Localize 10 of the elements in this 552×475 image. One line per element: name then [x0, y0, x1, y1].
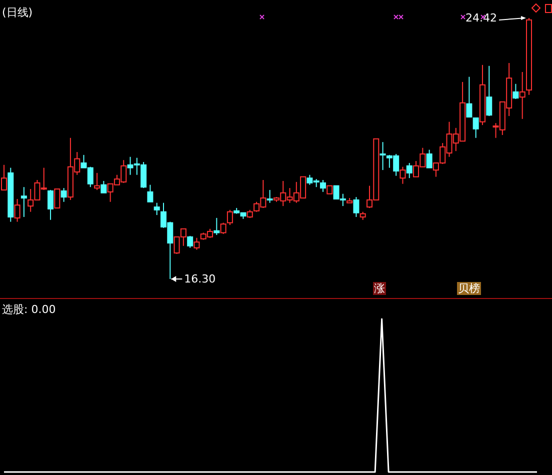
candlestick [380, 142, 386, 171]
candlestick [14, 198, 20, 222]
text: 贝榜 [458, 282, 480, 295]
chart-title: (日线) [2, 6, 33, 19]
annotation: 24.42 [466, 12, 497, 24]
chart-title: 选股: 0.00 [2, 303, 56, 316]
candlestick [20, 186, 27, 218]
candlestick [519, 72, 526, 120]
annotation: 16.30 [184, 272, 216, 286]
text: 涨 [374, 282, 385, 295]
